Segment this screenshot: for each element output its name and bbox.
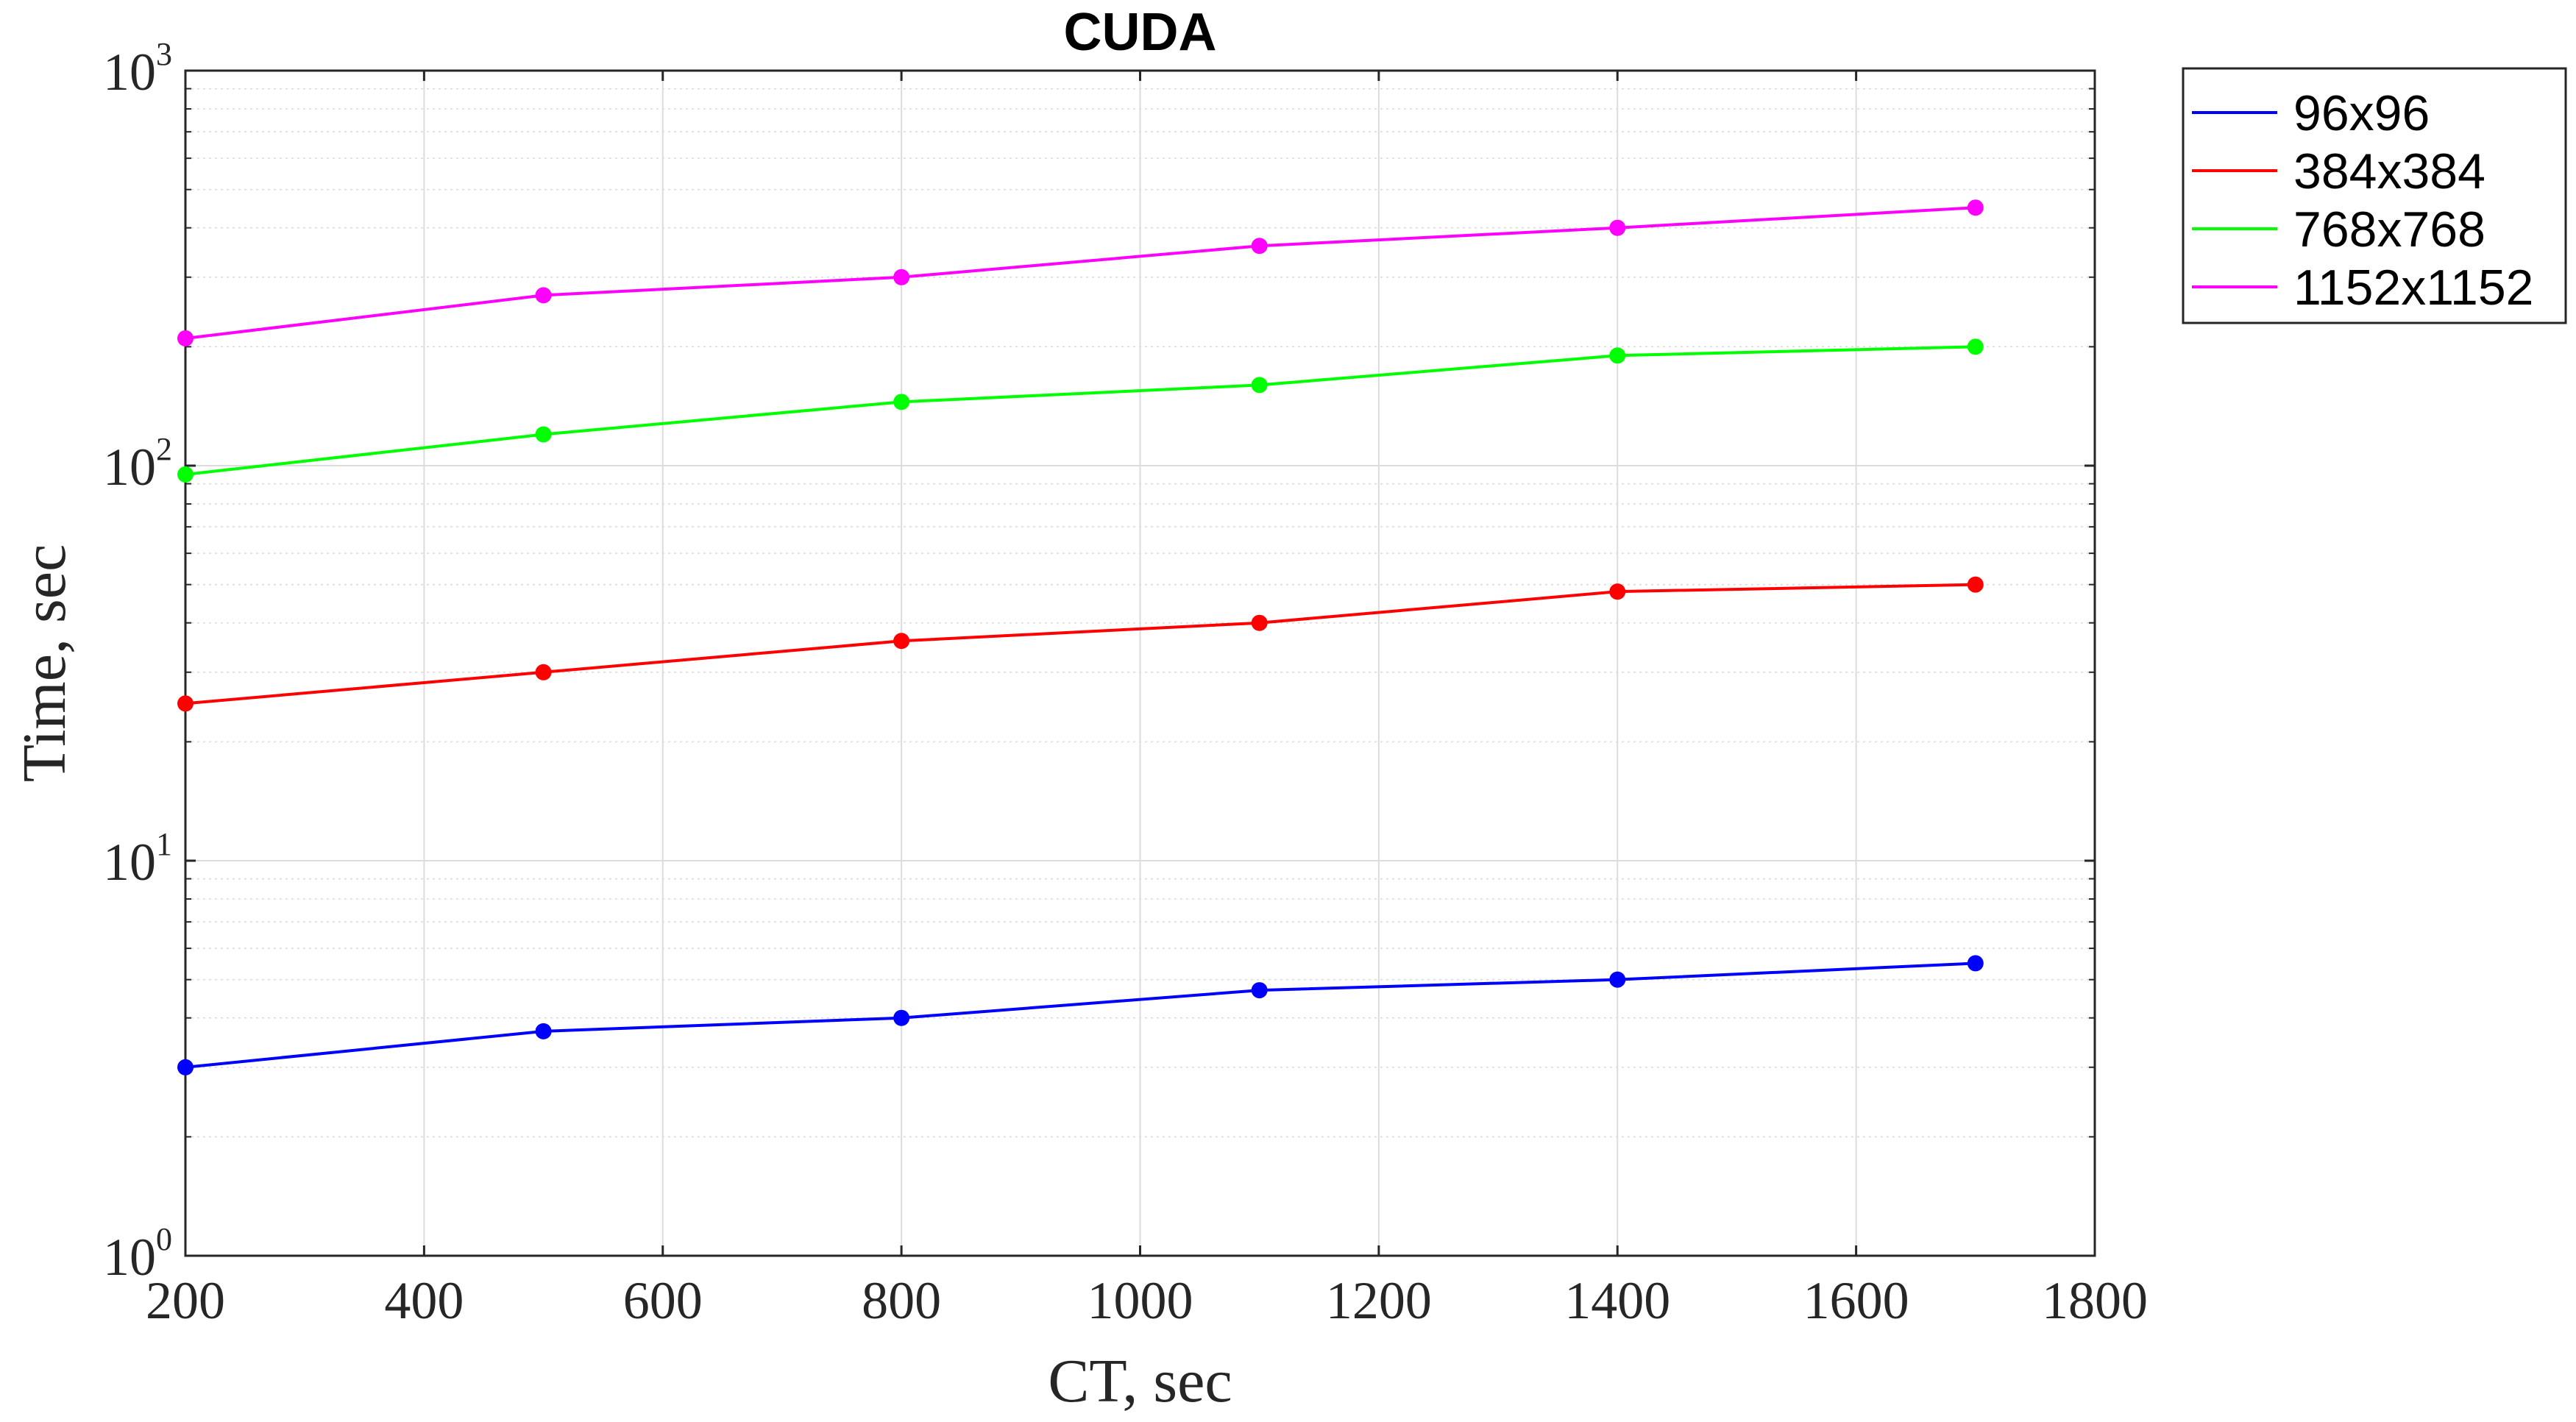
- x-axis-label: CT, sec: [1048, 1347, 1232, 1415]
- y-axis-label: Time, sec: [10, 544, 79, 783]
- data-point: [1609, 219, 1626, 236]
- legend-label: 384x384: [2293, 143, 2485, 199]
- data-point: [1251, 377, 1268, 394]
- series-line: [185, 206, 1976, 340]
- data-point: [1967, 955, 1984, 972]
- data-point: [1967, 576, 1984, 593]
- data-point: [1609, 583, 1626, 600]
- y-tick-label-exponent: 1: [156, 826, 172, 862]
- y-tick-label: 100: [103, 1221, 172, 1287]
- series-1152x1152: [177, 199, 1984, 346]
- y-tick-label: 102: [103, 431, 172, 497]
- legend-item: 384x384: [2192, 143, 2485, 199]
- legend-item: 1152x1152: [2192, 260, 2533, 316]
- series-line: [185, 345, 1976, 476]
- x-tick-label: 1600: [1803, 1271, 1909, 1330]
- x-tick-label: 600: [623, 1271, 703, 1330]
- y-tick-label-base: 10: [103, 438, 156, 497]
- series-96x96: [177, 955, 1984, 1076]
- data-point: [1251, 982, 1268, 999]
- legend-item: 768x768: [2192, 202, 2485, 257]
- x-tick-label: 800: [862, 1271, 941, 1330]
- legend-box: [2182, 67, 2567, 324]
- data-point: [893, 269, 910, 285]
- series-line: [185, 583, 1976, 705]
- y-tick-label: 101: [103, 826, 172, 892]
- data-point: [535, 664, 552, 680]
- legend-label: 768x768: [2293, 202, 2485, 257]
- data-point: [177, 466, 194, 483]
- data-point: [1251, 614, 1268, 631]
- series-384x384: [177, 576, 1984, 712]
- legend-label: 1152x1152: [2293, 260, 2533, 316]
- y-tick-label-exponent: 2: [156, 431, 172, 467]
- data-point: [893, 633, 910, 650]
- series-lines: [177, 199, 1984, 1076]
- data-point: [177, 330, 194, 346]
- data-point: [177, 1059, 194, 1076]
- data-point: [893, 394, 910, 410]
- chart-title: CUDA: [1064, 3, 1217, 62]
- y-tick-label-base: 10: [103, 1228, 156, 1287]
- x-tick-label: 400: [384, 1271, 464, 1330]
- data-point: [1967, 338, 1984, 355]
- data-point: [893, 1009, 910, 1026]
- x-tick-label: 1800: [2042, 1271, 2148, 1330]
- y-tick-label-base: 10: [103, 43, 156, 102]
- y-tick-label-exponent: 0: [156, 1221, 172, 1257]
- data-point: [535, 426, 552, 443]
- y-tick-label-base: 10: [103, 833, 156, 892]
- grid: [185, 70, 2096, 1256]
- x-tick-label: 200: [146, 1271, 225, 1330]
- data-point: [535, 1023, 552, 1039]
- x-tick-label: 1000: [1087, 1271, 1193, 1330]
- legend-item: 96x96: [2192, 85, 2430, 141]
- x-tick-label: 1400: [1564, 1271, 1670, 1330]
- data-point: [1609, 347, 1626, 364]
- data-point: [177, 695, 194, 712]
- legend-label: 96x96: [2293, 85, 2430, 141]
- y-tick-label: 103: [103, 36, 172, 102]
- axis-ticks: 200 400 600 800 1000 1200 1400 1600 180010010110…: [103, 36, 2148, 1330]
- data-point: [535, 287, 552, 304]
- data-point: [1609, 971, 1626, 988]
- x-tick-label: 1200: [1326, 1271, 1432, 1330]
- data-point: [1251, 238, 1268, 255]
- series-768x768: [177, 338, 1984, 483]
- data-point: [1967, 199, 1984, 216]
- y-tick-label-exponent: 3: [156, 36, 172, 72]
- series-line: [185, 961, 1976, 1069]
